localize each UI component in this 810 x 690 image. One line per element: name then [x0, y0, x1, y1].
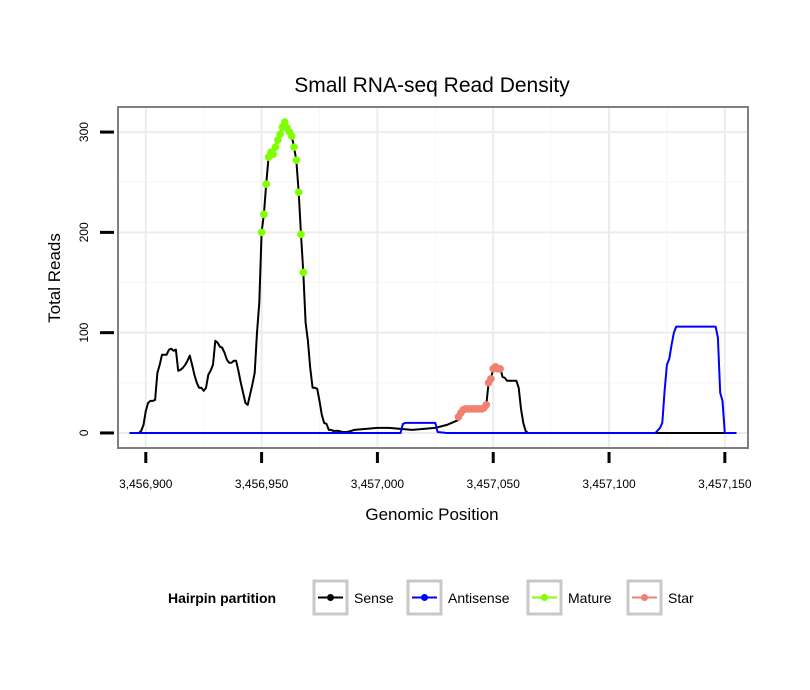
x-tick-label: 3,457,100 [582, 477, 636, 491]
legend-label-antisense: Antisense [448, 590, 510, 606]
chart-title: Small RNA-seq Read Density [294, 74, 570, 97]
legend-key-dot-sense [327, 594, 334, 601]
data-point-mature [287, 132, 296, 140]
series-line-antisense [129, 325, 737, 434]
plot-area: 3,456,900 3,456,950 3,457,000 3,457,050 3,45… [77, 106, 752, 491]
legend-key-dot-antisense [421, 594, 428, 601]
y-tick-label: 200 [77, 222, 91, 242]
x-tick-label: 3,456,950 [235, 477, 289, 491]
data-point-mature [262, 180, 271, 189]
x-axis-title: Genomic Position [365, 505, 498, 524]
legend-key-dot-star [641, 594, 648, 601]
legend-key-dot-mature [541, 594, 548, 601]
legend-label-sense: Sense [354, 590, 394, 606]
legend-label-mature: Mature [568, 590, 612, 606]
data-point-mature [257, 228, 266, 237]
x-tick-label: 3,456,900 [119, 477, 173, 491]
data-point-star [487, 374, 495, 383]
x-tick-label: 3,457,000 [351, 477, 405, 491]
series-line-sense [129, 121, 737, 434]
data-point-mature [276, 130, 284, 138]
legend: Hairpin partition Sense Antisense Mature Sta… [168, 579, 694, 616]
data-point-mature [290, 143, 298, 151]
x-tick-label: 3,457,150 [698, 477, 752, 491]
data-point-mature [294, 188, 303, 197]
data-point-mature [297, 230, 305, 239]
data-point-mature [280, 118, 289, 126]
data-point-star [482, 401, 491, 409]
legend-title: Hairpin partition [168, 590, 276, 606]
data-point-star [496, 364, 504, 373]
y-axis-title: Total Reads [45, 233, 64, 323]
x-tick-label: 3,457,050 [467, 477, 521, 491]
legend-label-star: Star [668, 590, 694, 606]
data-point-mature [271, 143, 280, 151]
data-point-mature [260, 210, 268, 219]
plot-border [117, 106, 749, 449]
data-point-mature [274, 136, 282, 144]
y-tick-label: 300 [77, 122, 91, 142]
y-tick-label: 100 [77, 322, 91, 342]
data-point-mature [269, 150, 277, 158]
y-tick-label: 0 [77, 429, 91, 436]
data-point-mature [292, 156, 301, 164]
data-point-mature [299, 268, 308, 277]
